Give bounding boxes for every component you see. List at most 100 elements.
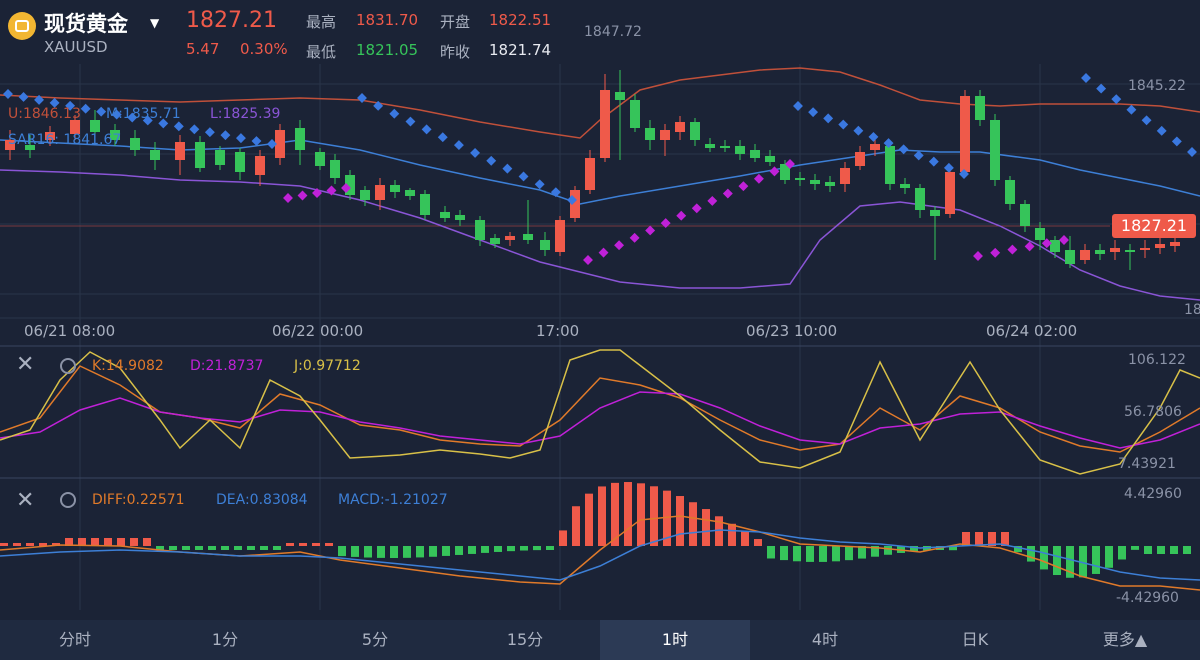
sar-dot (769, 166, 780, 177)
sar-dot (676, 210, 687, 221)
macd-bar (507, 546, 515, 552)
prev-close-label: 昨收 (440, 43, 471, 61)
macd-bar (1066, 546, 1074, 578)
sar-dot (1141, 115, 1152, 126)
instrument-name[interactable]: 现货黄金 (44, 12, 128, 36)
low-label: 最低 (306, 43, 337, 61)
candle-body (960, 96, 970, 172)
macd-bar (403, 546, 411, 558)
high-price-marker: 1847.72 (584, 24, 642, 40)
macd-bar (143, 538, 151, 546)
candle-body (1065, 250, 1075, 264)
macd-bar (65, 538, 73, 546)
sar-dot (3, 89, 13, 99)
sar-dot (486, 155, 497, 166)
macd-bar (715, 516, 723, 546)
candle-body (1110, 248, 1120, 252)
sar-dot (990, 247, 1001, 258)
macd-dea-line (0, 529, 1200, 581)
tab-4hour[interactable]: 4时 (811, 630, 839, 649)
sar-dot (1041, 238, 1052, 249)
sar-dot (421, 124, 432, 135)
open-value: 1822.51 (489, 11, 552, 29)
high-value: 1831.70 (356, 11, 419, 29)
macd-value: MACD:-1.21027 (338, 492, 448, 508)
chevron-down-icon[interactable]: ▼ (150, 16, 160, 30)
candle-body (215, 150, 225, 165)
sar-dot (793, 101, 803, 111)
macd-bar (1170, 546, 1178, 554)
macd-bar (39, 543, 47, 546)
sar-dot (80, 103, 91, 114)
instrument-symbol: XAUUSD (44, 38, 108, 56)
macd-bar (884, 546, 892, 555)
boll-mid-label: M:1835.71 (106, 106, 181, 122)
sar-dot (1096, 83, 1107, 94)
sar-dot (722, 188, 733, 199)
sar-dot (853, 125, 864, 136)
tab-timeshare[interactable]: 分时 (58, 630, 91, 649)
sar-dot (65, 100, 76, 111)
macd-bar (559, 530, 567, 546)
macd-bar (598, 486, 606, 546)
sar-dot (49, 97, 60, 108)
macd-bar (871, 546, 879, 557)
candle-body (405, 190, 415, 196)
macd-bar (767, 546, 775, 559)
tab-more[interactable]: 更多▲ (1102, 630, 1148, 649)
sar-dot (326, 185, 337, 196)
sar-dot (1187, 147, 1197, 157)
candle-body (330, 160, 340, 178)
macd-bar (260, 546, 268, 550)
sar-label: SAR16: 1841.67 (8, 132, 122, 148)
tab-1min[interactable]: 1分 (211, 630, 239, 649)
sar-dot (598, 247, 609, 258)
last-price: 1827.21 (186, 8, 277, 33)
macd-bar (910, 546, 918, 552)
macd-bar (104, 538, 112, 546)
tab-15min[interactable]: 15分 (506, 630, 544, 649)
sar-dot (297, 190, 308, 201)
macd-bar (182, 546, 190, 550)
candle-body (110, 130, 120, 140)
current-price-tag: 1827.21 (1112, 214, 1196, 238)
macd-bar (52, 543, 60, 546)
macd-bar (624, 482, 632, 546)
macd-bar (988, 532, 996, 546)
candle-body (70, 120, 80, 134)
kdj-settings-icon[interactable] (60, 358, 76, 374)
macd-bar (169, 546, 177, 550)
macd-bar (1001, 532, 1009, 546)
close-macd-icon[interactable]: ✕ (16, 488, 35, 513)
tab-1hour[interactable]: 1时 (600, 620, 750, 660)
macd-bar (221, 546, 229, 550)
close-kdj-icon[interactable]: ✕ (16, 352, 35, 377)
sar-dot (973, 251, 983, 261)
kdj-d-value: D:21.8737 (190, 358, 264, 374)
price-axis-top: 1845.22 (1128, 78, 1186, 94)
sar-dot (251, 136, 262, 147)
sar-dot (283, 193, 293, 203)
sar-dot (808, 107, 819, 118)
sar-dot (707, 195, 718, 206)
sar-dot (142, 115, 153, 126)
sar-dot (453, 140, 464, 151)
kdj-axis-bottom: 7.43921 (1118, 456, 1176, 472)
sar-dot (660, 218, 671, 229)
macd-bar (585, 493, 593, 546)
candle-body (600, 90, 610, 158)
sar-dot (267, 139, 277, 149)
tab-daily[interactable]: 日K (961, 630, 989, 649)
boll-lower-line (0, 169, 1200, 301)
macd-bar (117, 538, 125, 546)
kdj-k-value: K:14.9082 (92, 358, 164, 374)
sar-dot (567, 195, 577, 205)
macd-bar (286, 543, 294, 546)
sar-dot (405, 116, 416, 127)
sar-dot (883, 138, 894, 149)
tab-5min[interactable]: 5分 (361, 630, 389, 649)
macd-settings-icon[interactable] (60, 492, 76, 508)
chart-area[interactable] (0, 0, 1200, 620)
candle-body (420, 194, 430, 215)
macd-bar (702, 509, 710, 546)
